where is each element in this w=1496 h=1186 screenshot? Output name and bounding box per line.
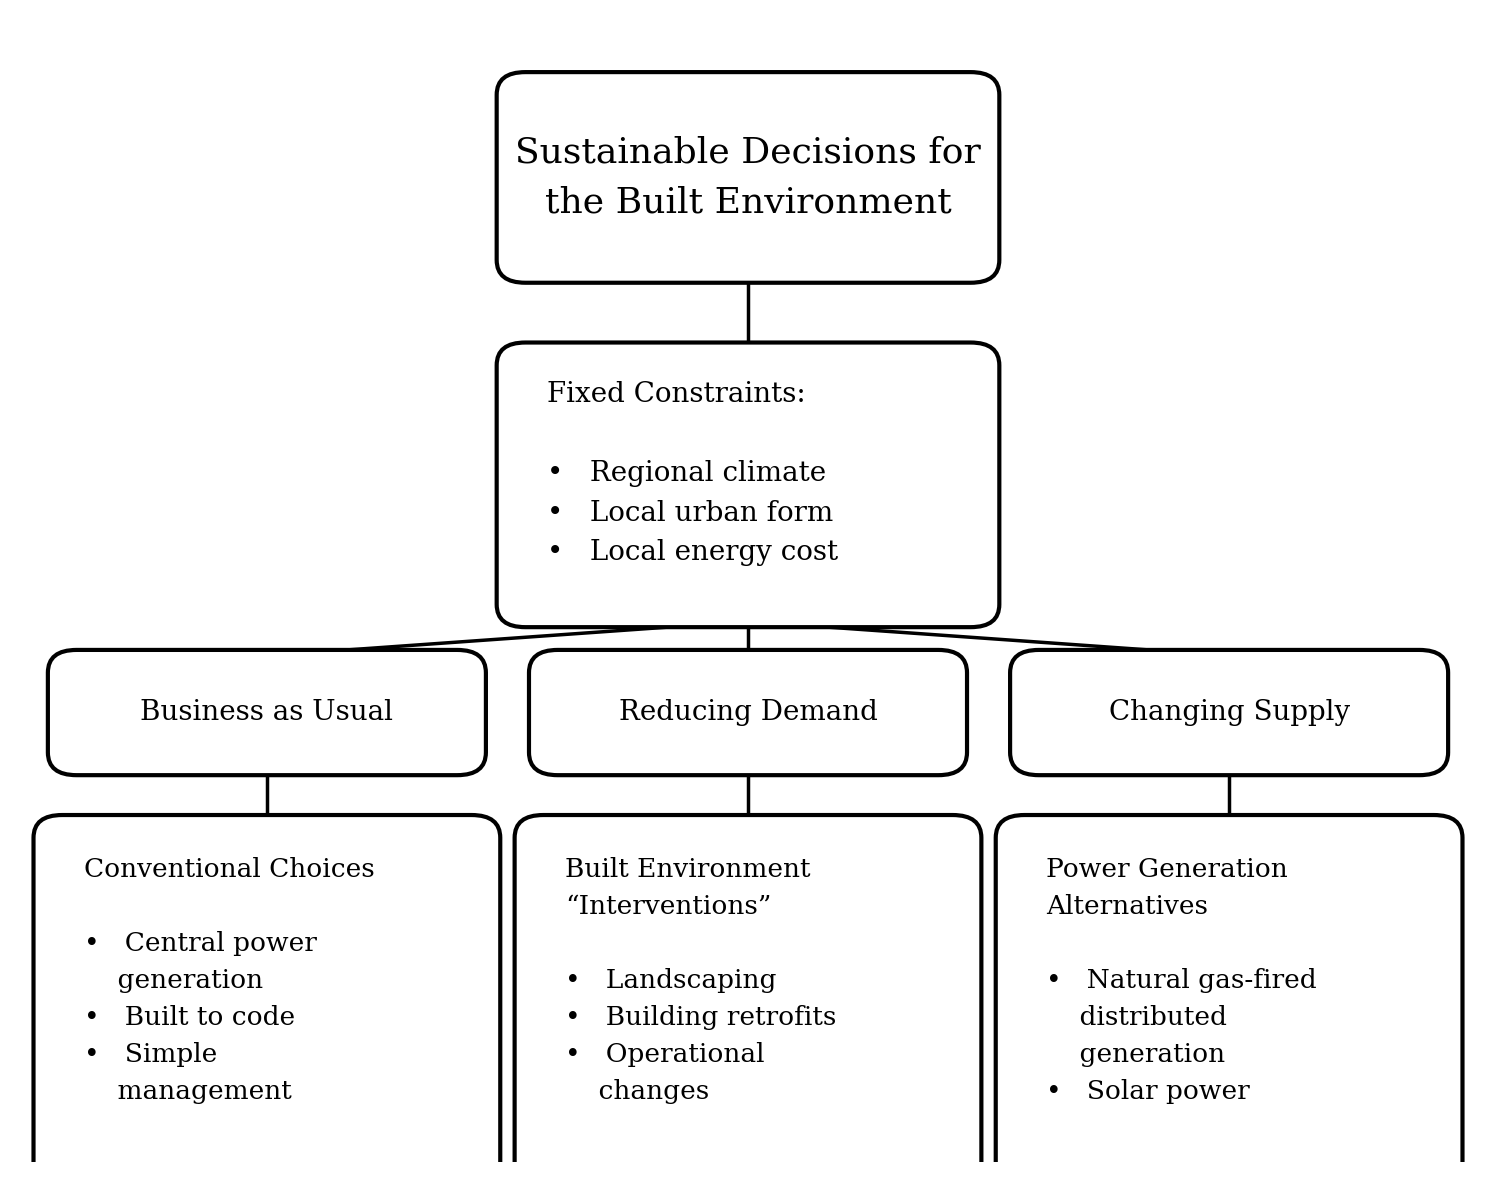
Text: Conventional Choices

•   Central power
    generation
•   Built to code
•   Sim: Conventional Choices • Central power gen… <box>84 856 374 1104</box>
Text: Reducing Demand: Reducing Demand <box>618 699 878 726</box>
Text: Sustainable Decisions for
the Built Environment: Sustainable Decisions for the Built Envi… <box>515 135 981 219</box>
FancyBboxPatch shape <box>497 343 999 627</box>
Text: Business as Usual: Business as Usual <box>141 699 393 726</box>
FancyBboxPatch shape <box>48 650 486 776</box>
FancyBboxPatch shape <box>1010 650 1448 776</box>
Text: Fixed Constraints:

•   Regional climate
•   Local urban form
•   Local energy c: Fixed Constraints: • Regional climate • … <box>548 381 838 566</box>
FancyBboxPatch shape <box>996 815 1463 1186</box>
FancyBboxPatch shape <box>515 815 981 1186</box>
Text: Power Generation
Alternatives

•   Natural gas-fired
    distributed
    generat: Power Generation Alternatives • Natural … <box>1046 856 1316 1104</box>
Text: Built Environment
“Interventions”

•   Landscaping
•   Building retrofits
•   Op: Built Environment “Interventions” • Land… <box>565 856 836 1104</box>
FancyBboxPatch shape <box>33 815 500 1186</box>
FancyBboxPatch shape <box>530 650 966 776</box>
Text: Changing Supply: Changing Supply <box>1109 699 1349 726</box>
FancyBboxPatch shape <box>497 72 999 282</box>
